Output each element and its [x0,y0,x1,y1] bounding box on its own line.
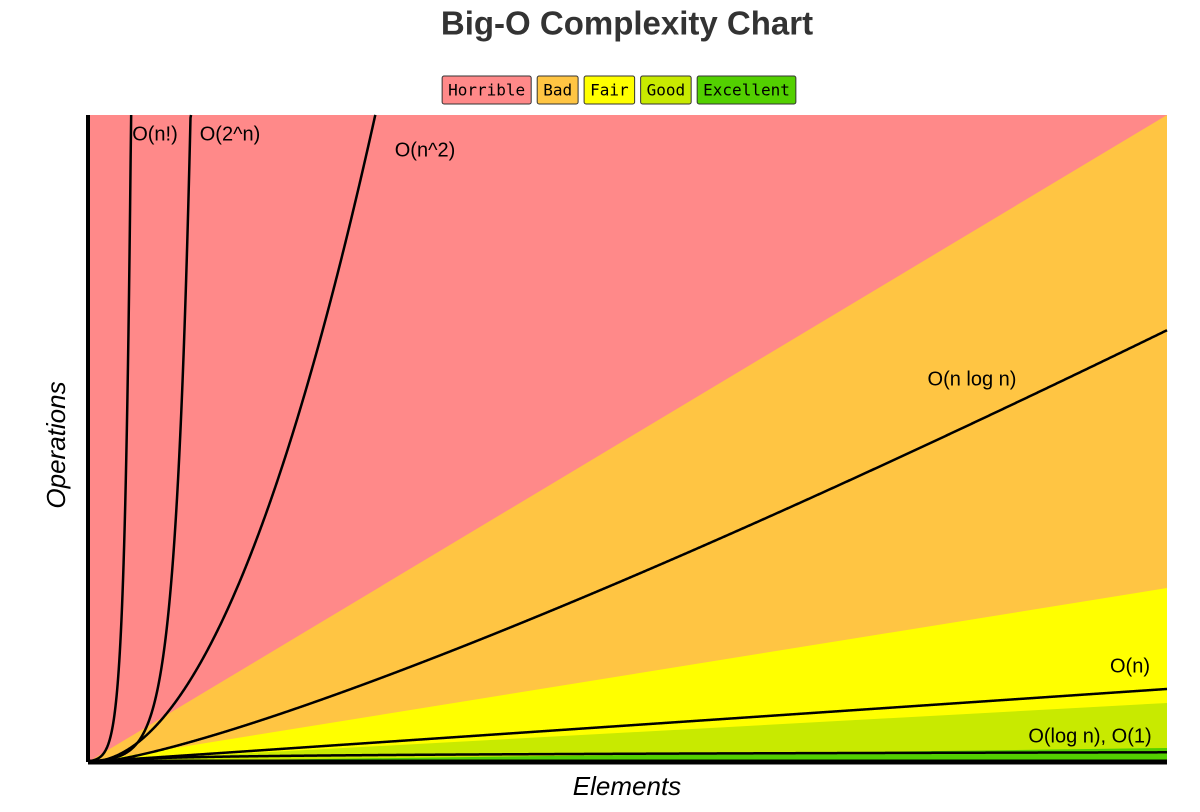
legend-label: Bad [543,81,572,100]
curve-label: O(n log n) [928,368,1017,390]
legend-label: Excellent [703,81,790,100]
zone-area [88,703,1167,762]
legend: Horrible Bad Fair Good Excellent [441,75,797,105]
legend-label: Horrible [448,81,525,100]
legend-swatch [536,75,579,105]
chart-title: Big-O Complexity Chart [441,5,813,42]
legend-label: Good [647,81,686,100]
curve-label: O(n^2) [395,139,456,161]
complexity-curve [88,329,1168,764]
curve-label: O(2^n) [200,123,261,145]
complexity-curve [88,114,377,764]
curve-label: O(n!) [132,123,178,145]
legend-swatch [441,75,532,105]
plot-area: O(n!) O(2^n) O(n^2) O(n log n) O(n) O(log n),… [86,114,1168,765]
legend-item: Fair [583,75,636,105]
legend-swatch [696,75,797,105]
legend-swatch [583,75,636,105]
legend-item: Good [640,75,692,105]
legend-item: Excellent [696,75,797,105]
x-axis-label: Elements [573,771,681,801]
complexity-curve [88,751,1167,764]
complexity-curve [87,687,1168,764]
legend-swatch [640,75,692,105]
y-axis-label: Operations [41,381,71,508]
zone-area [88,115,1167,762]
curve-label: O(n) [1110,655,1150,677]
legend-item: Horrible [441,75,532,105]
legend-label: Fair [590,81,629,100]
legend-item: Bad [536,75,579,105]
curve-label: O(log n), O(1) [1028,725,1151,747]
